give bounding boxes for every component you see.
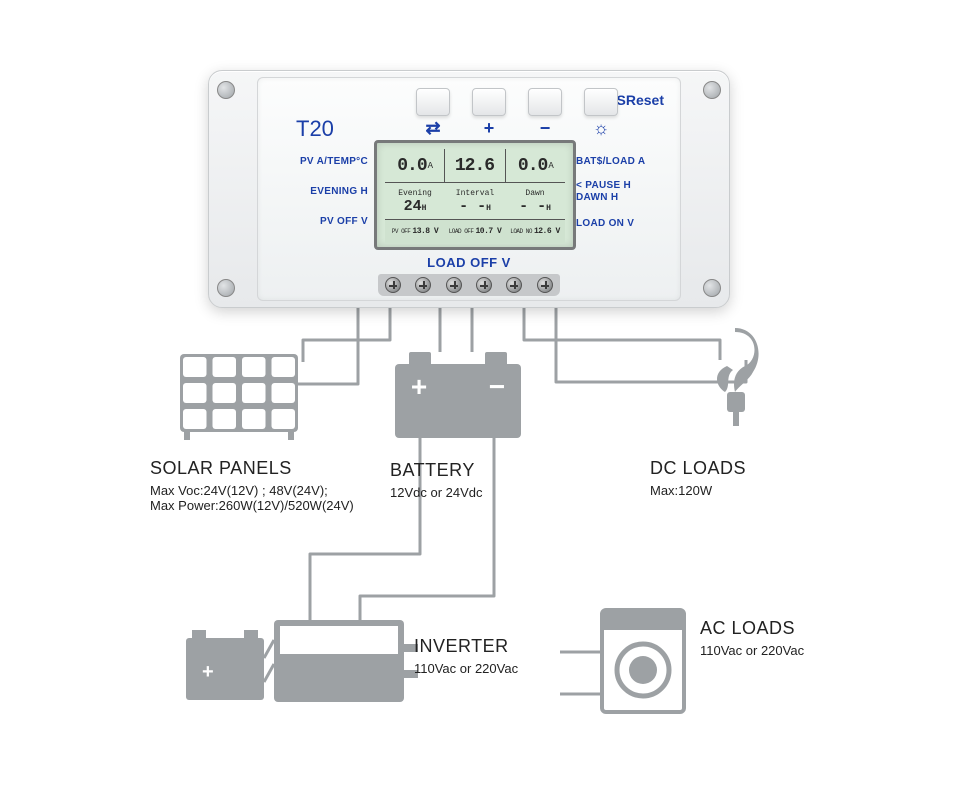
svg-text:+: +: [202, 661, 214, 683]
model-label: T20: [296, 116, 334, 142]
caption-line: Max Voc:24V(12V) ; 48V(24V);: [150, 483, 354, 498]
controller-front: ← 5SReset T20 ⇄+−☼ PV A/TEMP°CEVENING HP…: [257, 77, 681, 301]
solar-label-block: SOLAR PANELS Max Voc:24V(12V) ; 48V(24V);…: [150, 458, 354, 513]
lcd-voltage: PV OFF 13.8 V: [385, 220, 445, 243]
charge-controller: ← 5SReset T20 ⇄+−☼ PV A/TEMP°CEVENING HP…: [208, 70, 730, 308]
mount-screw: [703, 81, 721, 99]
panel-button[interactable]: [472, 88, 506, 116]
terminal: [476, 277, 492, 293]
terminal-strip: [378, 274, 560, 296]
button-symbol: ⇄: [423, 118, 443, 139]
lcd-reading: 0.0A: [506, 149, 565, 182]
panel-text: DAWN H: [576, 192, 618, 203]
battery-label-block: BATTERY 12Vdc or 24Vdc: [390, 460, 483, 500]
panel-button[interactable]: [584, 88, 618, 116]
acload-label-block: AC LOADS 110Vac or 220Vac: [700, 618, 804, 658]
caption-heading: AC LOADS: [700, 618, 804, 639]
caption-heading: SOLAR PANELS: [150, 458, 354, 479]
panel-text: < PAUSE H: [576, 180, 631, 191]
lcd-voltage: LOAD NO 12.6 V: [505, 220, 565, 243]
terminal: [385, 277, 401, 293]
caption-line: 110Vac or 220Vac: [414, 661, 518, 676]
lcd-reading: 0.0A: [385, 149, 445, 182]
lcd-screen: 0.0A12.60.0A Evening24HInterval- -HDawn-…: [374, 140, 576, 250]
lcd-reading: 12.6: [445, 149, 505, 182]
panel-button[interactable]: [416, 88, 450, 116]
caption-heading: INVERTER: [414, 636, 518, 657]
terminal: [415, 277, 431, 293]
lcd-timer: Evening24H: [385, 187, 445, 217]
panel-text: PV A/TEMP°C: [300, 156, 368, 167]
mount-screw: [703, 279, 721, 297]
panel-button[interactable]: [528, 88, 562, 116]
caption-heading: BATTERY: [390, 460, 483, 481]
lcd-voltage: LOAD OFF 10.7 V: [445, 220, 505, 243]
panel-text: PV OFF V: [320, 216, 368, 227]
terminal: [537, 277, 553, 293]
panel-text: EVENING H: [310, 186, 368, 197]
button-symbol: ☼: [591, 118, 611, 139]
caption-line: Max Power:260W(12V)/520W(24V): [150, 498, 354, 513]
lcd-timer: Interval- -H: [445, 187, 505, 217]
svg-text:+: +: [411, 371, 427, 402]
inverter-label-block: INVERTER 110Vac or 220Vac: [414, 636, 518, 676]
lcd-timer: Dawn- -H: [505, 187, 565, 217]
panel-text: BAT$/LOAD A: [576, 156, 645, 167]
dcload-label-block: DC LOADS Max:120W: [650, 458, 746, 498]
caption-heading: DC LOADS: [650, 458, 746, 479]
button-symbol: +: [479, 118, 499, 139]
svg-text:−: −: [489, 371, 505, 402]
terminal: [446, 277, 462, 293]
caption-line: 110Vac or 220Vac: [700, 643, 804, 658]
button-symbol: −: [535, 118, 555, 139]
panel-text: LOAD ON V: [576, 218, 634, 229]
mount-screw: [217, 279, 235, 297]
caption-line: 12Vdc or 24Vdc: [390, 485, 483, 500]
load-off-label: LOAD OFF V: [258, 255, 680, 270]
mount-screw: [217, 81, 235, 99]
terminal: [506, 277, 522, 293]
caption-line: Max:120W: [650, 483, 746, 498]
